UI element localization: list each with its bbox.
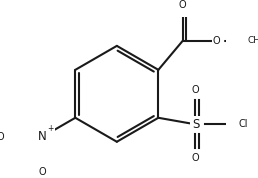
Text: S: S bbox=[192, 118, 199, 131]
Text: N: N bbox=[38, 130, 47, 143]
Text: O: O bbox=[192, 153, 199, 163]
Text: +: + bbox=[47, 124, 54, 134]
Text: O: O bbox=[0, 132, 4, 142]
Text: CH₃: CH₃ bbox=[248, 36, 258, 46]
Text: O: O bbox=[39, 167, 46, 177]
Text: O: O bbox=[213, 36, 220, 46]
Text: O: O bbox=[192, 85, 199, 95]
Text: Cl: Cl bbox=[238, 119, 248, 129]
Text: O: O bbox=[179, 0, 186, 10]
